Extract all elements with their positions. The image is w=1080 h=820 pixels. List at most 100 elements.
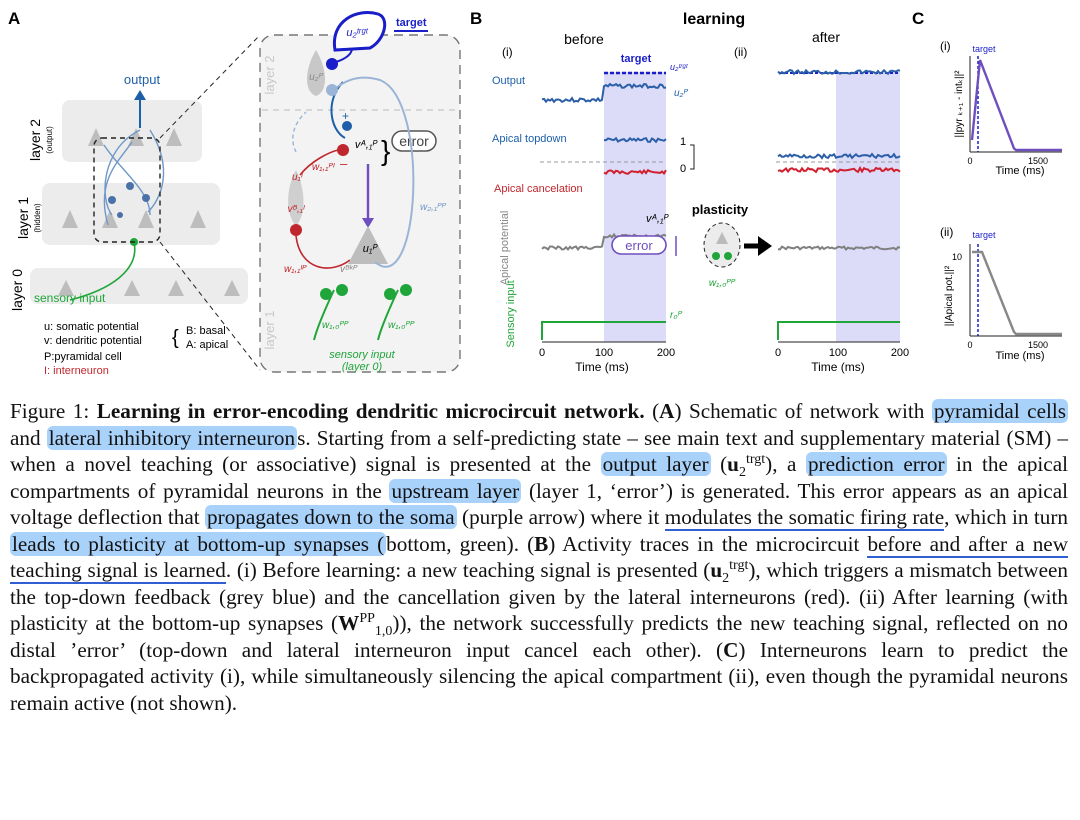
interneuron-dashed — [292, 111, 307, 153]
caption-text: . (i) Before learning: a new teaching si… — [225, 558, 711, 582]
caption-text: (layer 1, ‘error’) is generated. This er… — [10, 478, 1068, 530]
minus-sign: – — [340, 156, 348, 171]
target-label: target — [396, 17, 427, 29]
caption-figure-number: Figure 1: — [10, 399, 90, 423]
panel-b-label: B — [470, 9, 482, 28]
u2p-neuron — [307, 50, 325, 96]
b-error-badge — [611, 235, 667, 255]
zoom-line-bottom — [159, 241, 261, 371]
apical-topdown-label: Apical topdown — [492, 133, 567, 145]
scale-0: 0 — [680, 163, 686, 175]
caption-panel-a-ref: A — [659, 399, 675, 423]
c-xlabel-i: Time (ms) — [995, 165, 1044, 177]
target-axon — [335, 47, 353, 63]
c-xtick-ii-1500: 1500 — [1028, 340, 1048, 350]
caption-math-sup: trgt — [745, 451, 766, 467]
c-ytick-ii: 10 — [952, 252, 962, 262]
plasticity-w10-label: w₁,₀ᴾᴾ — [709, 278, 736, 289]
highlight-output-layer[interactable]: output layer — [600, 452, 711, 476]
figure-caption: Figure 1: Learning in error-encoding den… — [10, 398, 1068, 716]
legend-b: B: basal — [186, 325, 226, 337]
zoom-line-top — [159, 34, 261, 139]
c-target-i: target — [972, 44, 996, 54]
target-node — [332, 11, 387, 52]
target-synapse — [326, 58, 338, 70]
inhibitory-path — [299, 149, 339, 176]
cancel-trace-before — [603, 168, 667, 175]
legend-u: u: somatic potential — [44, 321, 139, 333]
plasticity-label: plasticity — [692, 202, 749, 217]
highlight-propagates-to-soma[interactable]: propagates down to the soma — [205, 505, 457, 529]
zoom-layer2-label: layer 2 — [262, 55, 277, 94]
r0-label: r₀ᴾ — [670, 310, 683, 321]
underline-before-after[interactable]: before and after a new teaching signal i… — [10, 531, 1068, 584]
caption-text: )), the network successfully predicts th… — [10, 611, 1068, 662]
sensory-trace-before — [541, 321, 666, 340]
caption-text: ), a — [765, 452, 806, 476]
target-window-before — [604, 72, 666, 342]
target-window-after — [836, 72, 900, 342]
w11ip-label: w₁,₁ᴵᴾ — [284, 264, 307, 275]
apical-cancel-label: Apical cancelation — [494, 183, 583, 195]
learning-title: learning — [683, 11, 745, 28]
panel-b-i: (i) — [502, 45, 513, 59]
vbk-label: vᴮᵏᴾ — [340, 264, 358, 275]
caption-math-u: u — [710, 558, 723, 582]
layer1-box — [42, 183, 220, 245]
layer1-label: layer 1 — [15, 197, 31, 239]
after-label: after — [812, 29, 840, 45]
wpi-label: w₁,₁ᴾᴵ — [312, 162, 336, 173]
caption-title: Learning in error-encoding dendritic mic… — [96, 399, 645, 423]
interneuron-synapse — [290, 224, 302, 236]
caption-math-sup: PP — [359, 610, 375, 626]
ui1-label: u₁ᴵ — [292, 172, 304, 183]
b-u2p-label: u₂ᴾ — [674, 88, 688, 99]
apical-potential-label: Apical potential — [499, 211, 511, 286]
caption-math-sub: 2 — [738, 465, 746, 481]
sensory-path — [69, 241, 136, 301]
b-u2trgt-label: u₂ᵗʳᵍᵗ — [670, 62, 689, 72]
highlight-plasticity-synapses[interactable]: leads to plasticity at bottom-up synapse… — [10, 531, 387, 556]
figure-1-graphic: A layer 2 (output) layer 1 (hidden) laye… — [8, 9, 1062, 377]
b-xtick-after-0: 0 — [775, 347, 781, 359]
sensory-trace-label: Sensory input — [505, 280, 517, 347]
c-target-ii: target — [972, 230, 996, 240]
output-trace-before — [541, 82, 667, 104]
topdown-trace-before — [603, 136, 667, 144]
error-badge — [391, 130, 437, 152]
vbi-label: vᴮ,₁ᴵ — [287, 204, 305, 215]
b-xlabel-before: Time (ms) — [575, 360, 629, 374]
topdown-path — [330, 81, 346, 139]
highlight-upstream-layer[interactable]: upstream layer — [389, 478, 522, 503]
interneuron — [288, 170, 304, 226]
topdown-trace-after — [777, 152, 901, 160]
highlight-pyramidal-cells[interactable]: pyramidal cells — [931, 399, 1068, 423]
caption-text: ), which triggers a mismatch between the… — [10, 558, 1068, 635]
b-xticks: 0 100 200 0 100 200 — [539, 347, 909, 359]
w21pp-label: w₂,₁ᴾᴾ — [420, 202, 446, 213]
sensory-trace-after — [777, 321, 900, 340]
layer2-label: layer 2 — [27, 119, 43, 161]
panel-c-ii: (ii) — [940, 225, 953, 239]
underline-modulates-firing[interactable]: modulates the somatic firing rate — [664, 505, 945, 531]
plus-sign: + — [342, 109, 349, 123]
caption-text: in the apical compartments of pyramidal … — [10, 452, 1068, 503]
highlight-lateral-interneurons[interactable]: lateral inhibitory interneuron — [46, 425, 298, 450]
caption-text: bottom, green). ( — [386, 531, 535, 556]
network-connections — [103, 129, 165, 226]
plasticity-syn-a — [712, 252, 720, 260]
b-xtick-before-100: 100 — [595, 347, 613, 359]
highlight-prediction-error[interactable]: prediction error — [805, 452, 947, 476]
w10pp-label-b: w₁,₀ᴾᴾ — [388, 320, 415, 331]
caption-math-sup: trgt — [729, 557, 749, 573]
cancel-trace-after — [777, 165, 901, 174]
caption-text: ( — [710, 452, 728, 476]
caption-text: ( — [652, 399, 660, 423]
caption-text: s. Starting from a self-predicting state… — [10, 425, 1068, 477]
caption-math-w: W — [338, 611, 360, 635]
plasticity-neuron — [703, 222, 741, 268]
b-xtick-after-200: 200 — [891, 347, 909, 359]
zoom-layer1-label: layer 1 — [262, 310, 277, 349]
plasticity-syn-b — [724, 252, 732, 260]
layer1-sublabel: (hidden) — [33, 203, 42, 233]
